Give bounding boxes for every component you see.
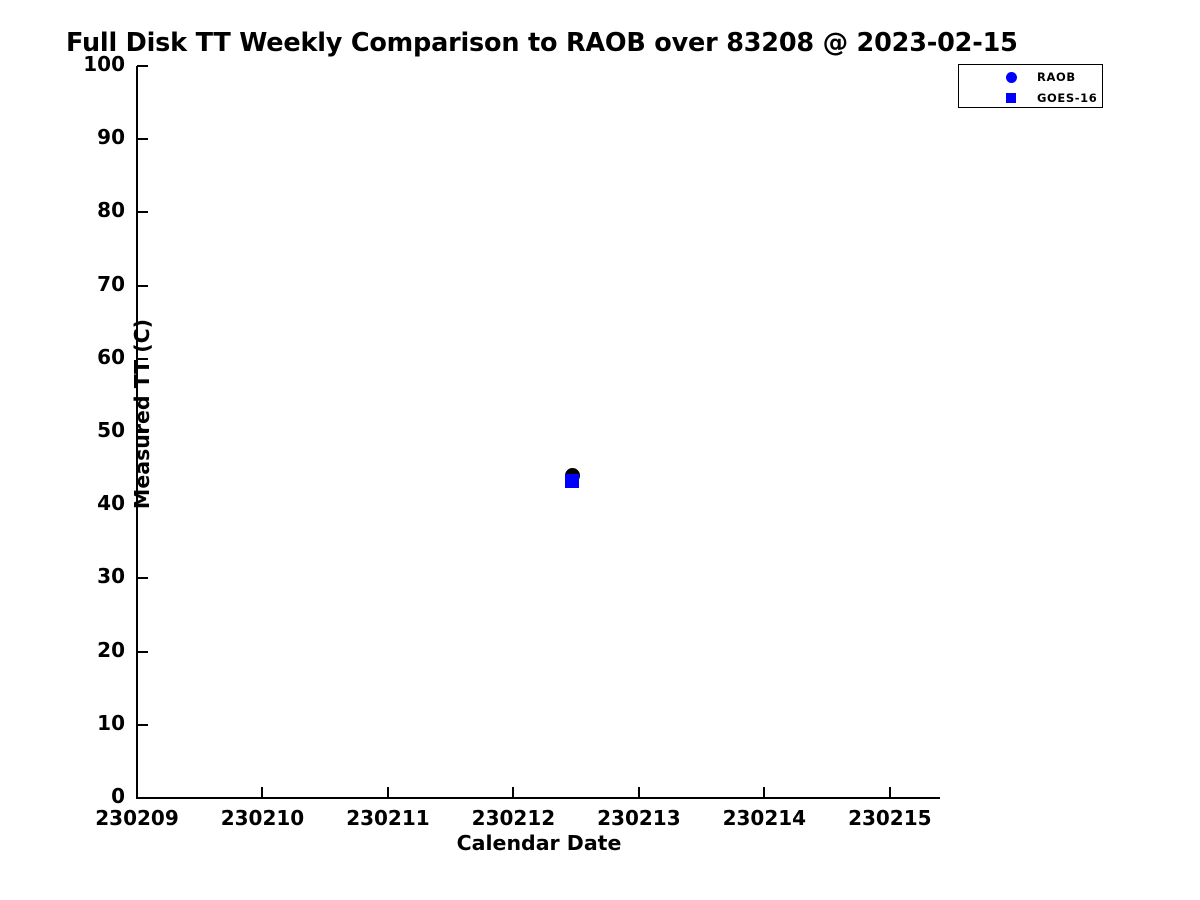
legend-label: GOES-16	[1037, 91, 1098, 105]
y-tick-mark	[137, 431, 148, 433]
x-tick-mark	[637, 787, 640, 798]
y-tick-label: 60	[97, 344, 125, 369]
y-tick-mark	[137, 284, 148, 287]
y-tick-mark	[137, 504, 148, 507]
x-tick-mark	[512, 787, 515, 798]
x-tick-mark	[888, 787, 891, 798]
y-axis-label: Measured TT (C)	[130, 318, 154, 510]
y-tick-label: 0	[111, 784, 125, 808]
y-tick-mark	[137, 211, 148, 214]
legend-entry: RAOB	[959, 66, 1102, 88]
y-tick-mark	[137, 650, 148, 653]
y-tick-mark	[137, 138, 148, 141]
x-tick-label: 230211	[346, 806, 430, 830]
y-tick-label: 50	[97, 418, 125, 442]
x-tick-label: 230209	[95, 806, 179, 830]
legend-marker-circle-icon	[1003, 66, 1019, 88]
legend-swatch	[1005, 71, 1017, 83]
x-tick-mark	[763, 787, 766, 798]
y-tick-label: 90	[97, 125, 125, 150]
x-tick-mark	[261, 787, 264, 798]
x-tick-label: 230214	[722, 806, 807, 830]
legend-swatch	[1006, 93, 1016, 103]
x-tick-label: 230210	[220, 806, 305, 830]
y-tick-label: 20	[97, 637, 125, 662]
chart-legend: RAOB GOES-16	[958, 64, 1103, 108]
y-tick-mark	[137, 577, 148, 580]
x-axis-label: Calendar Date	[456, 831, 622, 855]
x-tick-label: 230212	[471, 806, 556, 830]
y-tick-label: 10	[97, 710, 125, 735]
data-point-goes-16	[565, 474, 580, 489]
x-tick-mark	[386, 787, 389, 798]
y-tick-label: 100	[83, 52, 125, 76]
x-tick-mark	[136, 787, 138, 798]
legend-entry: GOES-16	[959, 87, 1102, 109]
y-tick-label: 30	[97, 564, 125, 589]
x-tick-label: 230213	[597, 806, 681, 830]
y-tick-label: 40	[97, 491, 125, 516]
chart-title: Full Disk TT Weekly Comparison to RAOB o…	[66, 28, 1018, 58]
y-tick-label: 80	[97, 198, 125, 223]
x-axis-spine	[136, 797, 940, 799]
y-tick-mark	[137, 357, 148, 360]
plot-area	[137, 66, 940, 798]
legend-label: RAOB	[1037, 70, 1076, 84]
legend-marker-square-icon	[1003, 87, 1019, 109]
y-tick-mark	[137, 723, 148, 726]
y-tick-label: 70	[97, 271, 125, 296]
y-tick-mark	[137, 797, 148, 799]
y-tick-mark	[137, 65, 148, 67]
x-tick-label: 230215	[848, 806, 932, 830]
